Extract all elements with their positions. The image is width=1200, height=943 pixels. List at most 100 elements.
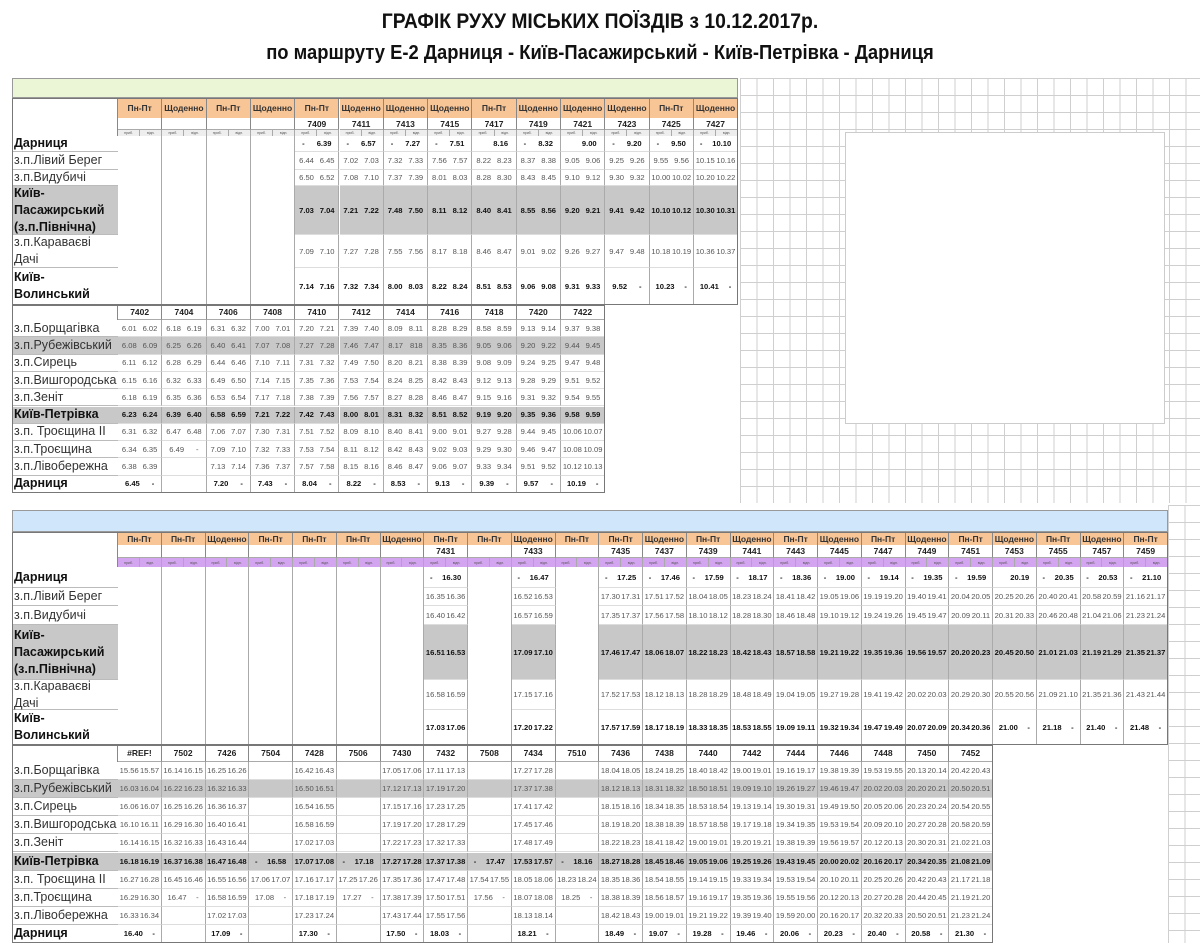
time-value: 6.34 [121,444,137,454]
time-cell: 20.05 20.06 [861,798,906,817]
time-cell [337,567,381,588]
train-number [161,545,206,558]
time-value: 18.40 [688,766,708,776]
time-value: - [430,572,433,582]
time-value: 16.51 [425,647,445,657]
time-cell: 18.15 18.16 [599,798,643,817]
time-cell: 7.02 7.03 [339,152,384,170]
time-value: 18.41 [644,838,664,848]
train-number: 7436 [599,745,643,762]
time-value: 20.53 [1098,572,1118,582]
time-cell: 7.21 7.22 [250,406,296,424]
time-cell: 20.30 20.31 [905,834,950,853]
time-value: 7.00 [254,323,270,333]
time-value: - [684,281,687,291]
time-value: 8.16 [364,462,379,472]
time-value: - [371,892,374,902]
time-value: 18.23 [732,592,752,601]
station-name: з.п.Видубичі [12,170,118,186]
time-value: - [1027,722,1030,732]
time-value: 9.56 [674,156,689,165]
time-value: 16.28 [140,874,160,884]
time-value: 18.54 [708,802,728,812]
time-cell: 19.41 19.42 [861,680,906,710]
train-number [293,545,337,558]
time-value: 8.58 [476,323,492,333]
time-value: 16.48 [227,856,247,866]
arrival-label: приб. [949,558,972,567]
time-cell: 9.20 9.22 [516,337,561,355]
time-cell: 17.57 17.59 [599,710,643,745]
time-value: 20.36 [971,722,991,732]
time-cell: 18.13 18.14 [511,906,556,925]
time-value: 6.45 [319,156,335,165]
time-cell: 20.02 20.03 [861,780,906,799]
time-value: 18.07 [665,647,685,657]
time-cell: -7.27 [383,136,429,152]
time-cell: 21.35 21.36 [1080,680,1125,710]
time-value: 19.07 [648,928,668,938]
time-cell: 10.23- [649,268,694,305]
time-value: - [328,479,332,489]
time-cell: 20.06- [774,924,818,943]
train-number: 7420 [516,305,561,320]
time-value: 7.56 [408,246,424,256]
time-cell: 9.13- [428,475,473,493]
time-cell: 18.41 18.42 [643,834,687,853]
time-value: 18.16 [621,802,641,812]
time-value: 17.08 [315,856,335,866]
time-value: 8.22 [476,156,492,165]
time-cell [556,710,600,745]
time-cell: 9.51 9.52 [561,371,606,390]
train-number: 7443 [774,545,818,558]
time-value: 8.16 [493,139,509,148]
time-value: 17.46 [600,647,620,657]
time-cell [162,458,207,476]
time-value: 17.11 [426,766,445,776]
time-cell [251,152,296,170]
time-value: 19.17 [732,820,752,830]
time-cell: 17.55 17.56 [424,906,468,925]
time-value: - [648,572,652,582]
station-name: з.п. Троєщина ІІ [12,424,118,442]
time-cell: 9.51 9.52 [516,458,561,476]
time-value: 18.17 [644,722,664,732]
time-cell [249,710,293,745]
time-cell: 6.49 6.50 [206,371,251,390]
time-value: 20.05 [863,802,883,812]
time-cell [336,834,381,853]
arrival-label: приб. [161,558,184,567]
time-value: 17.05 [382,766,402,776]
time-value: 9.10 [564,173,580,182]
time-value: 6.40 [210,340,226,350]
time-value: 20.50 [950,784,970,794]
time-value: - [346,139,350,148]
time-value: 17.47 [621,647,641,657]
time-cell: 17.32 17.33 [424,834,468,853]
time-value: 6.44 [299,156,314,165]
time-cell: 19.28- [686,924,731,943]
train-number: 7428 [293,745,337,762]
time-value: 8.56 [541,205,557,215]
time-value: 7.51 [449,139,465,148]
time-value: 7.57 [364,392,379,402]
time-cell [468,606,512,625]
time-value: 19.41 [927,592,947,601]
station-name: з.п.Троєщина [12,441,118,459]
time-value: 19.47 [863,722,883,732]
time-value: 9.13 [435,479,450,489]
time-value: 20.54 [950,802,970,812]
time-cell [251,268,296,305]
time-cell: 19.53 19.54 [774,870,818,889]
time-cell: 8.37 8.38 [516,152,561,170]
time-value: 9.27 [585,246,601,256]
time-value: 20.58 [1082,592,1102,601]
time-cell: 16.14 16.15 [118,834,162,853]
time-cell [162,170,207,186]
time-cell [337,710,381,745]
time-value: 17.50 [386,928,406,938]
time-cell: -17.59 [686,567,731,588]
arrival-label: приб. [206,130,229,136]
time-cell: 19.30 19.31 [774,798,818,817]
time-value: 18.03 [430,928,450,938]
